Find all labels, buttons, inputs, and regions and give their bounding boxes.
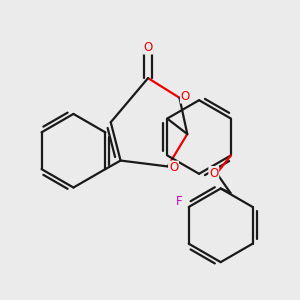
Text: O: O xyxy=(143,41,153,54)
Text: O: O xyxy=(169,161,178,174)
Text: O: O xyxy=(181,90,190,103)
Text: O: O xyxy=(209,167,218,180)
Text: F: F xyxy=(176,195,182,208)
